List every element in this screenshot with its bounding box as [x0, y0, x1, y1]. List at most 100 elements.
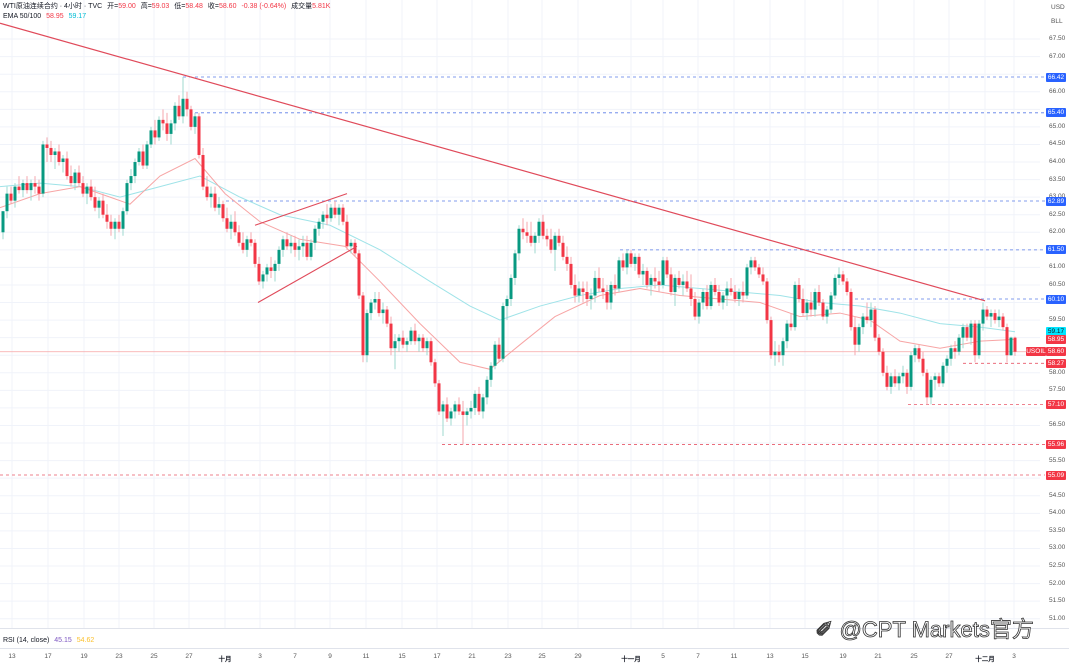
- price-tick: 67.50: [1049, 35, 1066, 43]
- candle-body: [9, 193, 13, 201]
- ema-legend[interactable]: EMA 50/100 58.95 59.17: [3, 12, 89, 21]
- candle-body: [473, 393, 477, 408]
- candle-body: [41, 144, 45, 194]
- candle-body: [377, 299, 381, 314]
- time-tick: 15: [801, 653, 809, 660]
- time-tick: 21: [874, 653, 882, 660]
- candle-body: [301, 242, 305, 247]
- candle-body: [593, 277, 597, 296]
- price-tick: 59.50: [1049, 316, 1066, 324]
- candle-body: [497, 344, 501, 359]
- candle-body: [193, 116, 197, 127]
- candle-body: [725, 288, 729, 296]
- channel-upper-line[interactable]: [254, 193, 348, 226]
- channel-lower-line[interactable]: [257, 245, 358, 304]
- candle-body: [293, 242, 297, 250]
- candle-body: [501, 306, 505, 359]
- high-label: 高=: [140, 3, 152, 10]
- price-tick: 51.00: [1049, 614, 1066, 622]
- zhihu-logo-icon: ✐: [815, 617, 840, 643]
- price-tick: 64.50: [1049, 140, 1066, 148]
- candle-body: [201, 154, 205, 187]
- candle-body: [165, 123, 169, 134]
- candle-body: [285, 239, 289, 247]
- candle-body: [65, 158, 69, 177]
- candle-body: [705, 291, 709, 307]
- candle-body: [877, 337, 881, 352]
- time-tick: 27: [945, 653, 953, 660]
- candle-body: [585, 291, 589, 300]
- candle-body: [209, 193, 213, 198]
- candle-body: [357, 253, 361, 296]
- ema100-line[interactable]: [0, 175, 1016, 333]
- candle-body: [49, 147, 53, 155]
- price-tick: 58.00: [1049, 368, 1066, 376]
- price-tick: 64.00: [1049, 158, 1066, 165]
- price-tag: 61.50: [1046, 245, 1066, 255]
- price-tag: 60.10: [1046, 294, 1066, 304]
- candle-body: [889, 376, 893, 387]
- price-tag: 55.09: [1046, 470, 1066, 480]
- candle-body: [925, 372, 929, 398]
- candle-body: [541, 221, 545, 236]
- candle-body: [845, 281, 849, 292]
- candle-body: [641, 270, 645, 275]
- candle-body: [493, 344, 497, 366]
- candle-body: [465, 411, 469, 415]
- candle-body: [577, 288, 581, 296]
- price-tick: 52.50: [1049, 562, 1066, 569]
- candle-body: [237, 232, 241, 243]
- candle-body: [829, 295, 833, 310]
- downtrend-line[interactable]: [0, 22, 986, 302]
- candle-body: [929, 379, 933, 398]
- candle-body: [149, 130, 153, 145]
- price-tick: 57.50: [1049, 386, 1066, 394]
- time-tick: 19: [80, 653, 88, 660]
- candle-body: [321, 214, 325, 222]
- rsi-legend[interactable]: RSI (14, close) 45.15 54.62: [3, 636, 97, 645]
- candle-body: [965, 327, 969, 338]
- time-tick: 23: [115, 653, 123, 660]
- candle-body: [605, 291, 609, 303]
- candle-body: [109, 221, 113, 229]
- candle-body: [221, 204, 225, 219]
- candle-body: [733, 291, 737, 300]
- candle-body: [481, 397, 485, 412]
- candle-body: [837, 274, 841, 278]
- candle-body: [437, 383, 441, 412]
- candle-body: [913, 348, 917, 356]
- candle-body: [513, 253, 517, 278]
- price-tick: 56.50: [1049, 421, 1066, 429]
- candle-body: [137, 151, 141, 163]
- open-value: 59.00: [118, 3, 136, 10]
- candle-body: [305, 242, 309, 257]
- price-tick: 67.00: [1049, 52, 1066, 60]
- candle-body: [261, 274, 265, 282]
- time-tick: 13: [766, 653, 774, 660]
- candle-body: [885, 372, 889, 387]
- candle-body: [621, 260, 625, 268]
- candle-body: [821, 302, 825, 317]
- candle-body: [849, 291, 853, 328]
- candle-body: [749, 260, 753, 268]
- candle-body: [345, 221, 349, 247]
- time-tick: 十月: [218, 656, 232, 663]
- candle-body: [325, 214, 329, 219]
- candle-body: [637, 256, 641, 275]
- candle-body: [273, 263, 277, 271]
- candle-body: [277, 249, 281, 264]
- time-tick: 25: [150, 653, 158, 660]
- candle-body: [989, 313, 993, 317]
- candle-body: [701, 291, 705, 303]
- candle-body: [813, 291, 817, 310]
- candle-body: [433, 362, 437, 384]
- watermark: ✐ @CPT Markets官方: [815, 617, 1035, 643]
- candle-body: [269, 267, 273, 271]
- candle-body: [397, 337, 401, 342]
- currency-label: USD: [1051, 4, 1065, 11]
- candle-body: [557, 235, 561, 243]
- candle-body: [653, 277, 657, 282]
- rsi-pane-divider[interactable]: [0, 628, 1069, 629]
- time-tick: 21: [468, 653, 476, 660]
